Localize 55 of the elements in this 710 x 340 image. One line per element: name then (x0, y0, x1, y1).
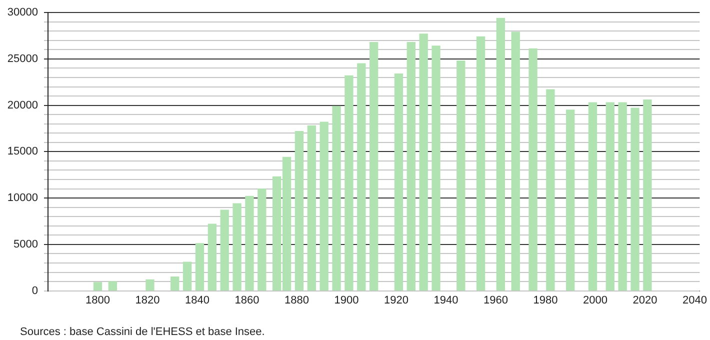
bar (182, 262, 192, 291)
bar (93, 282, 102, 291)
bar (546, 89, 555, 291)
y-tick-label: 25000 (7, 53, 38, 65)
bar (566, 110, 575, 291)
bar (511, 32, 520, 291)
bar (332, 106, 341, 291)
bar (456, 60, 466, 291)
bar (630, 108, 640, 291)
x-tick-label: 1820 (135, 294, 160, 306)
bar (406, 42, 416, 291)
bar (496, 18, 506, 291)
x-tick-label: 1960 (483, 294, 508, 306)
x-tick-label: 1920 (384, 294, 408, 306)
y-tick-label: 30000 (7, 6, 38, 19)
bar (618, 102, 627, 291)
bar (643, 99, 652, 291)
bar (195, 243, 204, 291)
y-tick-label: 5000 (14, 238, 38, 250)
bar (432, 46, 440, 291)
x-tick-label: 1840 (184, 294, 210, 306)
bar (370, 42, 378, 291)
bar (294, 130, 304, 291)
x-tick-label: 2020 (632, 294, 658, 306)
bar (208, 224, 216, 291)
bar (357, 63, 366, 291)
bar (528, 48, 538, 291)
bar (476, 36, 486, 291)
source-note: Sources : base Cassini de l'EHESS et base Insee. (20, 326, 265, 338)
x-tick-label: 2040 (682, 294, 707, 306)
bar (108, 281, 117, 291)
bar (588, 102, 598, 291)
bar (394, 73, 404, 291)
bar (245, 196, 254, 291)
x-tick-label: 1980 (533, 294, 558, 306)
bar (419, 34, 428, 291)
bar (146, 279, 154, 291)
y-tick-label: 20000 (7, 99, 38, 112)
bar (232, 203, 242, 291)
x-tick-label: 1860 (234, 294, 260, 306)
bar (307, 125, 316, 291)
bar (220, 210, 229, 291)
bar (170, 276, 180, 291)
x-tick-label: 1900 (334, 294, 359, 306)
x-tick-label: 1800 (86, 294, 110, 306)
y-tick-label: 15000 (7, 146, 38, 158)
x-tick-label: 1940 (434, 294, 458, 306)
y-tick-label: 0 (32, 284, 38, 297)
x-tick-label: 1880 (284, 294, 309, 306)
bar (320, 122, 328, 291)
x-tick-label: 2000 (582, 294, 608, 306)
y-tick-label: 10000 (7, 192, 38, 204)
bar (606, 102, 614, 291)
bar (258, 188, 266, 291)
bar (344, 75, 354, 291)
